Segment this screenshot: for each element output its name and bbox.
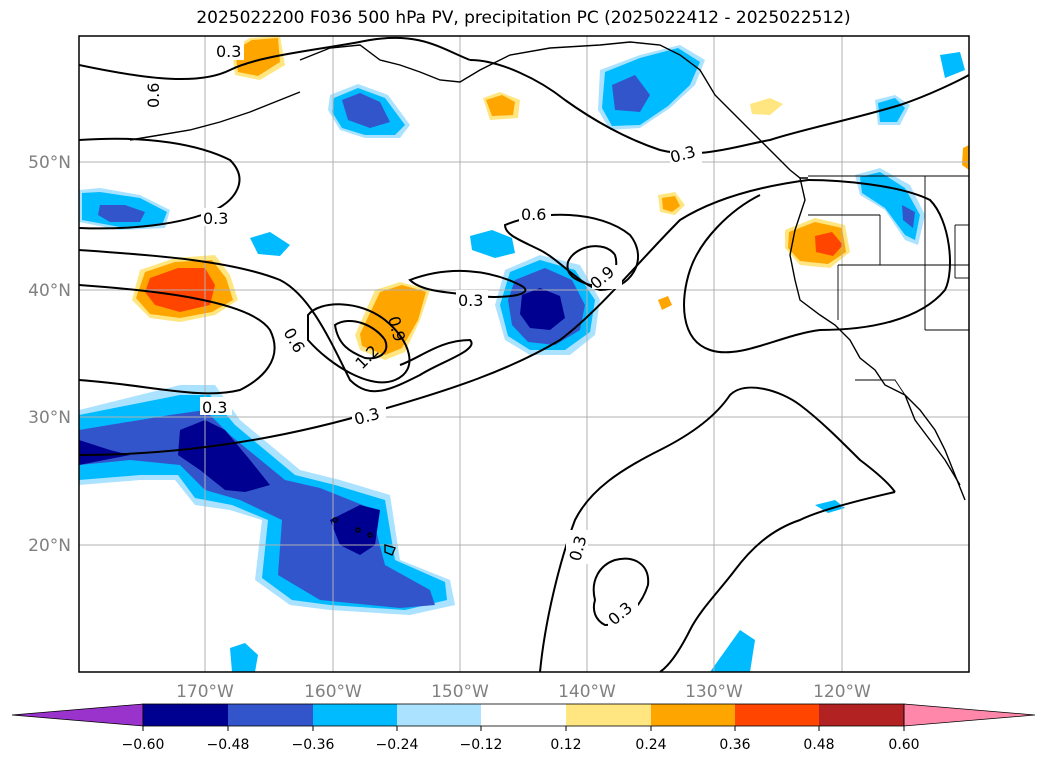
colorbar: −0.60 −0.48 −0.36 −0.24 −0.12 0.12 0.24 … [11,703,1036,753]
negative-blob-small-central [470,230,515,258]
lat-label-50n: 50°N [28,153,71,173]
colorbar-bin-2 [228,704,313,726]
colorbar-tick-7: 0.24 [635,737,666,753]
colorbar-tick-10: 0.60 [888,737,919,753]
lon-label-150w: 150°W [431,682,489,702]
contour-label-4: 0.6 [521,205,546,224]
state-borders [808,175,969,396]
map-frame [78,35,970,673]
map-plot-area: 0.3 0.6 0.3 0.6 0.3 0.6 0.3 0.9 0.9 1.2 … [79,36,969,672]
latitude-labels: 50°N 40°N 30°N 20°N [28,153,71,556]
colorbar-tick-6: 0.12 [550,737,581,753]
lon-label-120w: 120°W [813,682,871,702]
lat-label-40n: 40°N [28,281,71,301]
contour-label-1: 0.3 [216,42,241,61]
lat-label-30n: 30°N [28,408,71,428]
contour-labels: 0.3 0.6 0.3 0.6 0.3 0.6 0.3 0.9 0.9 1.2 … [143,42,702,629]
negative-blob-kauai [230,643,258,672]
negative-blob-ne [940,52,965,78]
colorbar-max-extension [903,703,1036,727]
colorbar-tick-4: −0.24 [376,737,419,753]
colorbar-tick-3: −0.36 [292,737,335,753]
colorbar-tick-2: −0.48 [207,737,250,753]
colorbar-bin-5 [481,704,566,726]
lon-label-140w: 140°W [558,682,616,702]
colorbar-bin-1 [143,704,228,726]
contour-label-7: 0.3 [458,291,483,310]
colorbar-bin-4 [397,704,481,726]
colorbar-bin-7 [651,704,735,726]
colorbar-bin-9 [819,704,904,726]
lat-label-20n: 20°N [28,536,71,556]
contour-label-11: 0.3 [202,398,227,417]
positive-blob-bc [750,98,783,115]
colorbar-tick-5: −0.12 [460,737,503,753]
negative-blob-small-west [250,232,290,256]
colorbar-bin-8 [735,704,819,726]
lon-label-170w: 170°W [176,682,234,702]
negative-blob-mexico [815,500,845,513]
lon-label-130w: 130°W [685,682,743,702]
colorbar-min-extension [11,703,144,727]
colorbar-bin-3 [313,704,397,726]
lon-label-160w: 160°W [304,682,362,702]
coastlines [129,41,966,556]
colorbar-tick-1: −0.60 [122,737,165,753]
pv-contours [79,36,969,672]
colorbar-bin-6 [566,704,651,726]
colorbar-tick-8: 0.36 [719,737,750,753]
contour-label-2: 0.6 [144,83,163,108]
precip-positive-shading [132,36,969,360]
colorbar-tick-9: 0.48 [803,737,834,753]
negative-blob-south [710,630,755,672]
longitude-labels: 170°W 160°W 150°W 140°W 130°W 120°W [176,682,871,702]
map-title: 2025022200 F036 500 hPa PV, precipitatio… [196,8,851,28]
contour-label-3: 0.3 [203,209,228,228]
